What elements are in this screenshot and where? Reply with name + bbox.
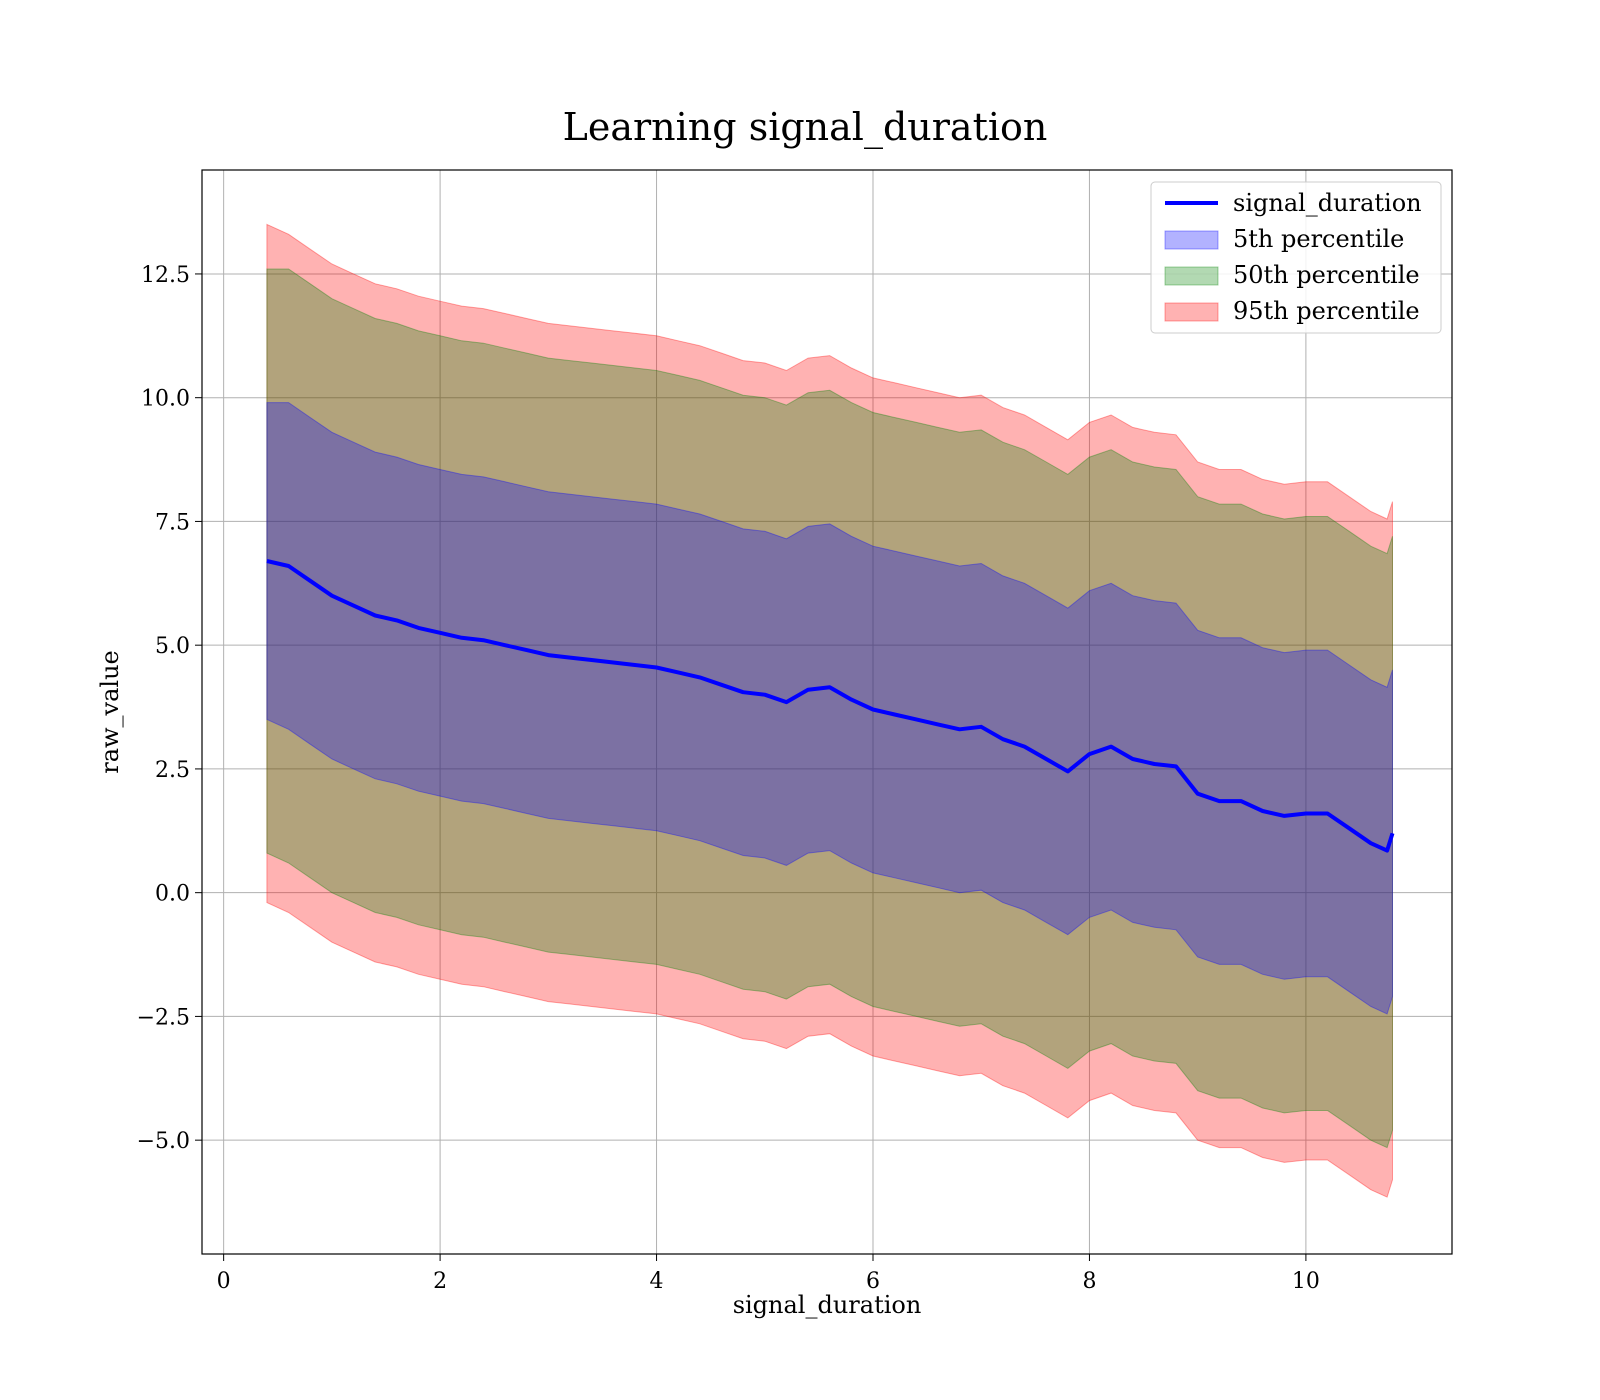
x-tick-label: 2 bbox=[433, 1269, 447, 1294]
legend-band-swatch bbox=[1164, 230, 1219, 250]
legend-box bbox=[1150, 181, 1442, 334]
y-tick-label: 0.0 bbox=[155, 882, 190, 907]
line-signal_duration bbox=[266, 559, 1395, 853]
y-tick-label: 2.5 bbox=[155, 758, 190, 783]
y-tick-label: 12.5 bbox=[141, 263, 190, 288]
x-tick-label: 8 bbox=[1082, 1269, 1096, 1294]
band-50th-percentile bbox=[266, 268, 1393, 1149]
legend: signal_duration 5th percentile 50th percen… bbox=[1150, 181, 1442, 334]
y-tick-label: −2.5 bbox=[137, 1005, 190, 1030]
band-5th-percentile bbox=[266, 402, 1393, 1015]
legend-label: 50th percentile bbox=[1233, 261, 1420, 289]
legend-label: 5th percentile bbox=[1233, 225, 1404, 253]
percentile-bands bbox=[266, 223, 1393, 1198]
band-95th-percentile bbox=[266, 223, 1393, 1198]
x-tick-label: 6 bbox=[866, 1269, 880, 1294]
legend-band-swatch bbox=[1164, 266, 1219, 286]
x-tick-label: 4 bbox=[650, 1269, 664, 1294]
legend-band-swatch bbox=[1164, 302, 1219, 322]
x-tick-label: 10 bbox=[1292, 1269, 1320, 1294]
y-tick-label: 7.5 bbox=[155, 510, 190, 535]
legend-label: 95th percentile bbox=[1233, 297, 1420, 325]
y-tick-label: 10.0 bbox=[141, 387, 190, 412]
axis-ticks: 0 2 4 6 8 10 −5.0 −2.5 0.0 2.5 5.0 7.5 10.0 12.5 bbox=[137, 263, 1320, 1294]
legend-label: signal_duration bbox=[1233, 189, 1422, 217]
y-tick-label: −5.0 bbox=[137, 1129, 190, 1154]
x-axis-label: signal_duration bbox=[733, 1291, 922, 1319]
y-tick-label: 5.0 bbox=[155, 634, 190, 659]
y-axis-label: raw_value bbox=[96, 650, 124, 774]
chart-title: Learning signal_duration bbox=[563, 105, 1048, 150]
x-tick-label: 0 bbox=[217, 1269, 231, 1294]
series-lines bbox=[266, 559, 1395, 853]
plot-frame bbox=[201, 169, 1453, 1255]
grid bbox=[202, 170, 1452, 1254]
